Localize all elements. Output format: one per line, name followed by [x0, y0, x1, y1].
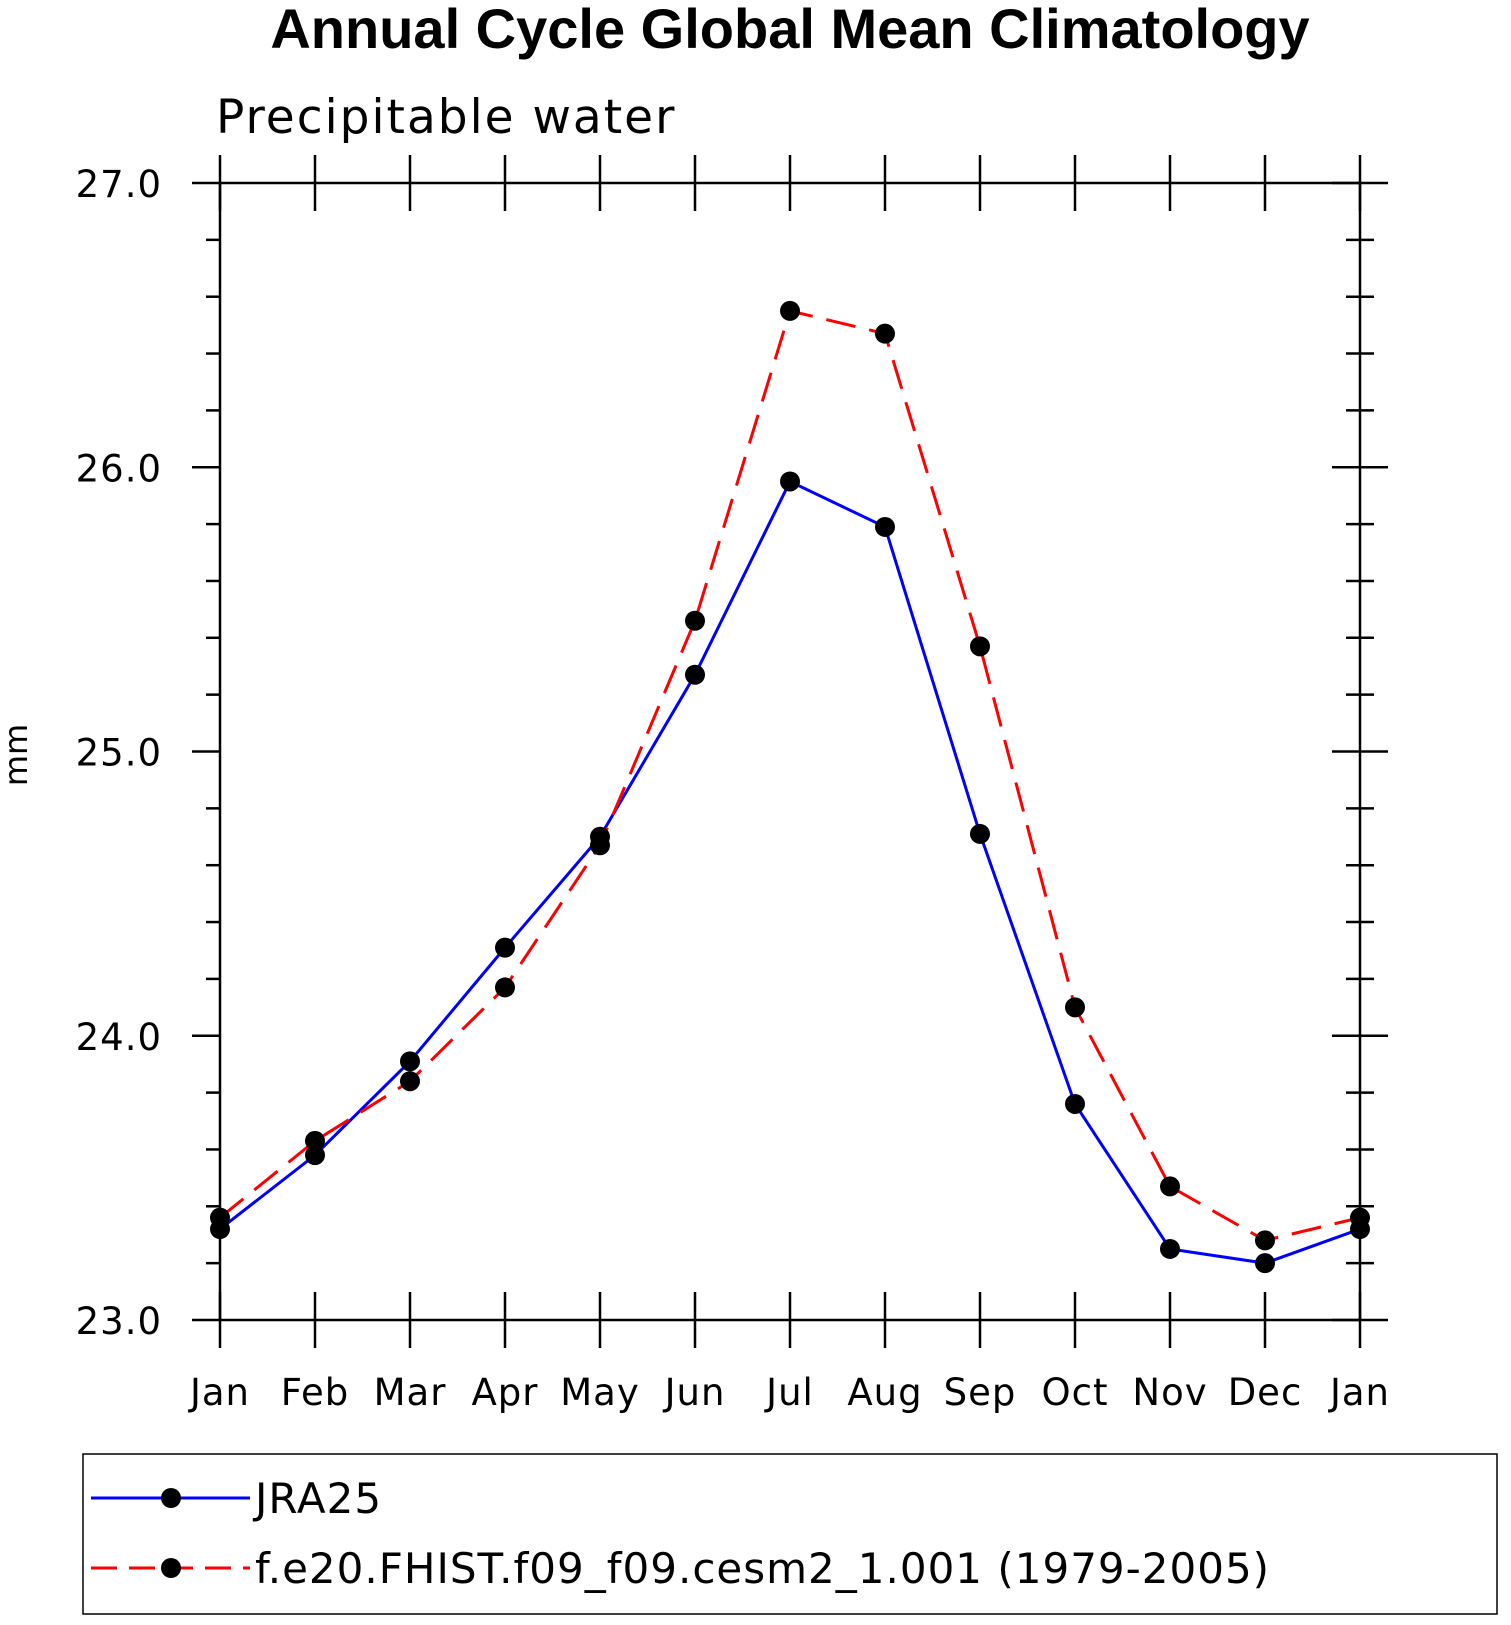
series-2-point — [305, 1130, 325, 1151]
series-1-point — [875, 516, 895, 537]
legend-marker-1 — [161, 1488, 181, 1508]
x-tick-label: Apr — [471, 1371, 538, 1414]
x-tick-label: Jul — [764, 1371, 814, 1414]
series-2-point — [1160, 1176, 1180, 1197]
series-2-point — [210, 1207, 230, 1228]
series-2-point — [1065, 997, 1085, 1018]
series-2-point — [875, 323, 895, 344]
x-tick-label: Jan — [1328, 1371, 1390, 1414]
legend-box — [82, 1453, 1498, 1615]
series-2-point — [495, 977, 515, 998]
series-2-point — [400, 1071, 420, 1092]
y-tick-label: 26.0 — [76, 447, 162, 490]
plot-frame — [218, 181, 1362, 1322]
y-tick-label: 24.0 — [76, 1016, 162, 1059]
x-tick-label: Nov — [1132, 1371, 1207, 1414]
series-1-point — [970, 823, 990, 844]
series-line-2 — [219, 309, 1361, 1243]
y-axis-label: mm — [0, 724, 35, 786]
x-tick-label: Aug — [847, 1371, 922, 1414]
y-tick-label: 25.0 — [76, 732, 162, 775]
axis-ticks — [192, 155, 1388, 1348]
series-2-point — [970, 636, 990, 657]
series-1-point — [780, 471, 800, 492]
legend-label-2: f.e20.FHIST.f09_f09.cesm2_1.001 (1979-20… — [255, 1544, 1270, 1593]
series-1-point — [495, 937, 515, 958]
legend-marker-2 — [161, 1558, 181, 1578]
series-2-point — [1350, 1207, 1370, 1228]
series-1-point — [1160, 1238, 1180, 1259]
series-layer — [210, 300, 1370, 1274]
x-tick-labels: Jan Feb Mar Apr May Jun Jul Aug Sep Oct Nov Dec Jan — [188, 1371, 1390, 1414]
series-1-point — [305, 1145, 325, 1166]
chart-subtitle: Precipitable water — [216, 90, 676, 145]
series-1-point — [1065, 1093, 1085, 1114]
series-1-point — [685, 664, 705, 685]
series-line-1 — [219, 479, 1361, 1265]
series-2-point — [590, 835, 610, 856]
series-2-point — [780, 300, 800, 321]
x-tick-label: Jun — [663, 1371, 726, 1414]
x-tick-label: May — [560, 1371, 640, 1414]
series-2-point — [685, 610, 705, 631]
legend-label-1: JRA25 — [252, 1474, 382, 1523]
y-tick-label: 27.0 — [76, 163, 162, 206]
y-tick-label: 23.0 — [76, 1300, 162, 1343]
series-1-point — [1255, 1253, 1275, 1274]
series-2-point — [1255, 1230, 1275, 1251]
legend: JRA25 f.e20.FHIST.f09_f09.cesm2_1.001 (19… — [91, 1474, 1270, 1593]
x-tick-label: Feb — [281, 1371, 350, 1414]
series-1-point — [400, 1051, 420, 1072]
y-tick-labels: 23.0 24.0 25.0 26.0 27.0 — [76, 163, 162, 1343]
x-tick-label: Dec — [1228, 1371, 1303, 1414]
x-tick-label: Oct — [1042, 1371, 1109, 1414]
x-tick-label: Jan — [188, 1371, 250, 1414]
x-tick-label: Mar — [374, 1371, 447, 1414]
x-tick-label: Sep — [944, 1371, 1017, 1414]
chart-title: Annual Cycle Global Mean Climatology — [270, 0, 1309, 60]
